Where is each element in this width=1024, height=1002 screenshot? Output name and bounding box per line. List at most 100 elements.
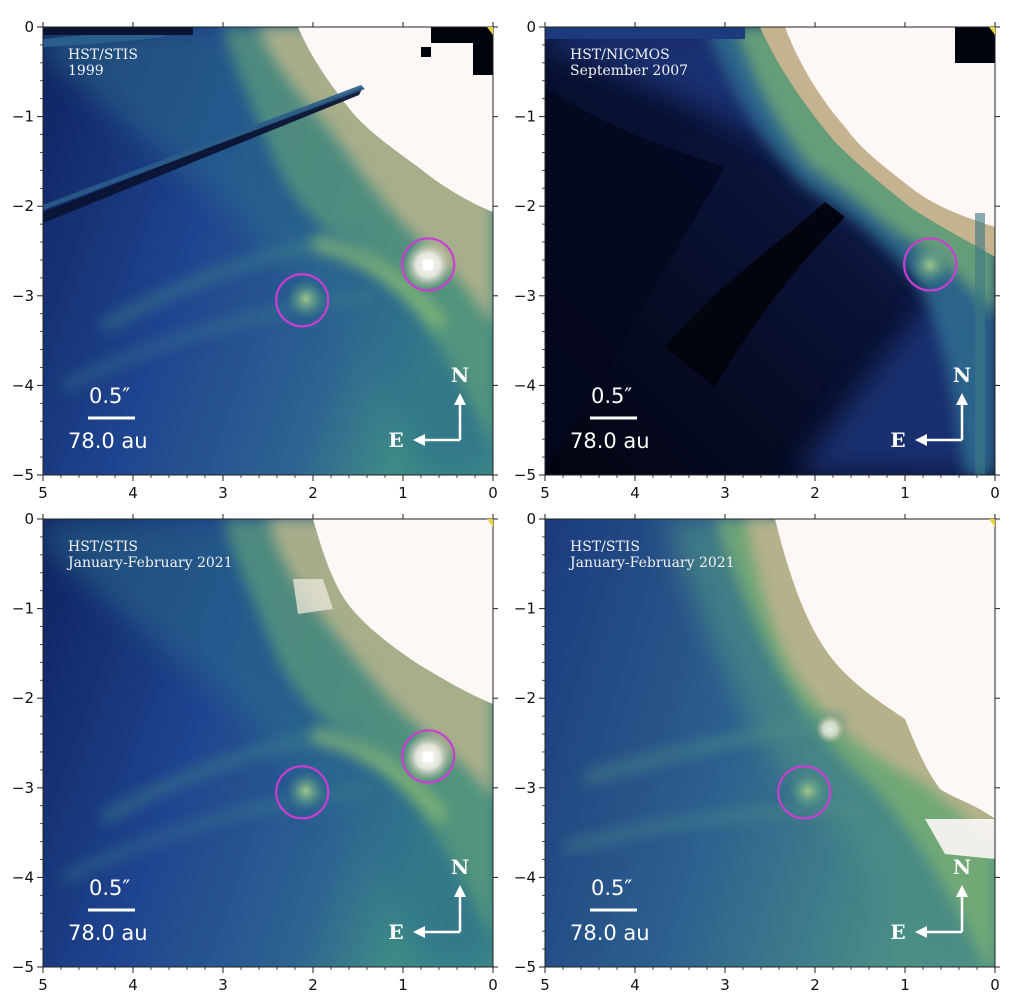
source-circle xyxy=(275,765,330,820)
corner-marker xyxy=(989,519,995,527)
corner-marker xyxy=(487,27,493,35)
scale-bar-arcsec-label: 0.5″ xyxy=(89,384,130,408)
panel-instrument-label: HST/STIS xyxy=(570,539,640,555)
y-tick-label: −1 xyxy=(12,108,34,126)
x-tick-label: 4 xyxy=(630,976,640,994)
x-tick-label: 2 xyxy=(810,484,820,502)
y-tick-label: −2 xyxy=(12,689,34,707)
panel-1 xyxy=(43,27,493,475)
x-tick-label: 4 xyxy=(128,484,138,502)
source-circle xyxy=(903,237,958,292)
x-tick-label: 5 xyxy=(540,976,550,994)
x-tick-label: 1 xyxy=(900,976,910,994)
scale-bar-au-label: 78.0 au xyxy=(68,921,148,945)
east-arrowhead xyxy=(915,434,927,446)
north-label: N xyxy=(451,363,469,387)
source-circle xyxy=(401,237,456,292)
y-tick-label: −5 xyxy=(12,958,34,976)
panel-instrument-label: HST/NICMOS xyxy=(570,47,670,63)
x-tick-label: 4 xyxy=(630,484,640,502)
east-arrowhead xyxy=(413,926,425,938)
y-tick-label: −1 xyxy=(514,108,536,126)
north-label: N xyxy=(953,363,971,387)
source-circle xyxy=(401,729,456,784)
y-tick-label: −3 xyxy=(514,287,536,305)
x-tick-label: 0 xyxy=(488,484,498,502)
x-tick-label: 3 xyxy=(720,976,730,994)
east-label: E xyxy=(388,428,403,452)
x-tick-label: 3 xyxy=(218,484,228,502)
scale-bar-arcsec-label: 0.5″ xyxy=(89,876,130,900)
axes-frame xyxy=(42,518,494,968)
east-arrowhead xyxy=(413,434,425,446)
compass: NE xyxy=(388,363,469,452)
source-circle xyxy=(777,765,832,820)
east-label: E xyxy=(890,428,905,452)
y-tick-label: −1 xyxy=(12,600,34,618)
east-arrowhead xyxy=(915,926,927,938)
panel-date-label: September 2007 xyxy=(570,63,688,79)
x-tick-label: 5 xyxy=(38,976,48,994)
compass: NE xyxy=(890,363,971,452)
compass: NE xyxy=(890,855,971,944)
panel-4 xyxy=(545,519,995,967)
panel-2 xyxy=(545,27,995,475)
north-arrowhead xyxy=(454,885,466,897)
y-tick-label: −4 xyxy=(514,376,536,394)
y-tick-label: 0 xyxy=(24,18,34,36)
east-label: E xyxy=(890,920,905,944)
y-tick-label: −3 xyxy=(514,779,536,797)
y-tick-label: 0 xyxy=(526,510,536,528)
x-tick-label: 1 xyxy=(398,976,408,994)
y-tick-label: −5 xyxy=(514,958,536,976)
east-label: E xyxy=(388,920,403,944)
x-tick-label: 4 xyxy=(128,976,138,994)
y-tick-label: −5 xyxy=(514,466,536,484)
x-tick-label: 3 xyxy=(218,976,228,994)
x-tick-label: 5 xyxy=(38,484,48,502)
panel-image xyxy=(43,519,493,967)
x-tick-label: 2 xyxy=(308,484,318,502)
x-tick-label: 0 xyxy=(990,484,1000,502)
y-tick-label: −4 xyxy=(12,868,34,886)
y-tick-label: 0 xyxy=(24,510,34,528)
axes-frame xyxy=(42,26,494,476)
panel-date-label: 1999 xyxy=(68,63,104,79)
north-label: N xyxy=(953,855,971,879)
scale-bar-au-label: 78.0 au xyxy=(570,429,650,453)
scale-bar-arcsec-label: 0.5″ xyxy=(591,384,632,408)
north-arrowhead xyxy=(956,393,968,405)
source-circle xyxy=(275,273,330,328)
north-arrowhead xyxy=(454,393,466,405)
corner-marker xyxy=(989,27,995,35)
y-tick-label: −1 xyxy=(514,600,536,618)
y-tick-label: −2 xyxy=(514,689,536,707)
x-tick-label: 0 xyxy=(488,976,498,994)
y-tick-label: −3 xyxy=(12,779,34,797)
axes-frame xyxy=(544,518,996,968)
y-tick-label: −3 xyxy=(12,287,34,305)
x-tick-label: 1 xyxy=(900,484,910,502)
panel-instrument-label: HST/STIS xyxy=(68,47,138,63)
north-arrowhead xyxy=(956,885,968,897)
scale-bar-arcsec-label: 0.5″ xyxy=(591,876,632,900)
y-tick-label: −2 xyxy=(12,197,34,215)
x-tick-label: 3 xyxy=(720,484,730,502)
y-tick-label: −4 xyxy=(514,868,536,886)
compass: NE xyxy=(388,855,469,944)
x-tick-label: 2 xyxy=(308,976,318,994)
y-tick-label: −2 xyxy=(514,197,536,215)
x-tick-label: 2 xyxy=(810,976,820,994)
panel-date-label: January-February 2021 xyxy=(568,555,735,571)
panel-image xyxy=(545,27,995,475)
y-tick-label: −4 xyxy=(12,376,34,394)
x-tick-label: 0 xyxy=(990,976,1000,994)
panel-image xyxy=(545,519,995,967)
scale-bar-au-label: 78.0 au xyxy=(68,429,148,453)
